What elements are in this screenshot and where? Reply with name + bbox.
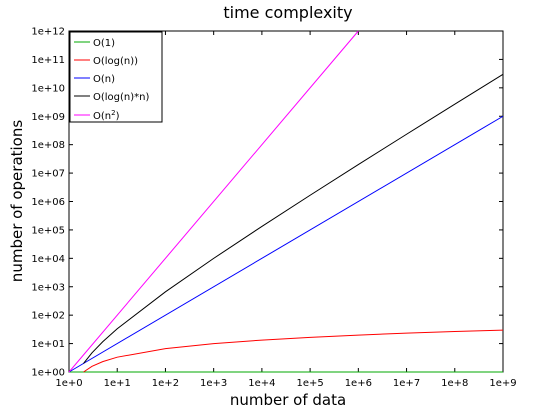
x-tick-label: 1e+1: [104, 378, 131, 389]
chart-title: time complexity: [223, 3, 352, 22]
y-tick-label: 1e+08: [31, 140, 65, 151]
x-axis: 1e+0 1e+1 1e+2 1e+3 1e+4 1e+5 1e+6 1e+7 1e+8 1e+9: [55, 31, 517, 389]
series-line-o-n2: [68, 30, 359, 373]
x-axis-label: number of data: [230, 391, 346, 409]
legend: O(1) O(log(n)) O(n) O(log(n)*n) O(n2): [69, 31, 163, 123]
legend-item-ologn: O(log(n)): [74, 56, 138, 67]
x-tick-label: 1e+2: [152, 378, 179, 389]
legend-item-on: O(n): [74, 74, 115, 85]
x-tick-label: 1e+9: [489, 378, 516, 389]
y-tick-label: 1e+00: [31, 368, 65, 379]
y-tick-label: 1e+12: [31, 27, 65, 38]
legend-label: O(1): [93, 38, 115, 49]
x-tick-label: 1e+8: [441, 378, 468, 389]
series-line-o-log-n: [83, 329, 504, 373]
series-line-o-n: [68, 115, 504, 373]
legend-item-o1: O(1): [74, 38, 115, 49]
legend-label: O(n2): [93, 109, 120, 122]
x-tick-label: 1e+4: [248, 378, 275, 389]
y-tick-label: 1e+04: [31, 254, 65, 265]
legend-item-on2: O(n2): [74, 109, 120, 122]
y-tick-label: 1e+05: [31, 225, 65, 236]
y-tick-label: 1e+07: [31, 169, 65, 180]
x-tick-label: 1e+3: [200, 378, 227, 389]
legend-label: O(log(n)*n): [93, 92, 149, 103]
y-tick-label: 1e+01: [31, 339, 65, 350]
legend-box: [69, 31, 163, 123]
legend-item-onlogn: O(log(n)*n): [74, 92, 149, 103]
y-tick-label: 1e+02: [31, 311, 65, 322]
x-tick-label: 1e+5: [296, 378, 323, 389]
y-tick-label: 1e+10: [31, 83, 65, 94]
series-line-o-log-n-n: [83, 73, 504, 364]
legend-label: O(n): [93, 74, 115, 85]
y-tick-label: 1e+09: [31, 112, 65, 123]
y-tick-label: 1e+11: [31, 55, 65, 66]
y-axis-label: number of operations: [8, 120, 26, 283]
y-tick-label: 1e+06: [31, 197, 65, 208]
y-tick-label: 1e+03: [31, 282, 65, 293]
y-axis: 1e+00 1e+01 1e+02 1e+03 1e+04 1e+05 1e+06 1e+07…: [31, 27, 503, 379]
x-tick-label: 1e+6: [345, 378, 372, 389]
x-tick-label: 1e+7: [393, 378, 420, 389]
series-layer: [68, 30, 504, 373]
x-tick-label: 1e+0: [55, 378, 82, 389]
legend-label: O(log(n)): [93, 56, 138, 67]
